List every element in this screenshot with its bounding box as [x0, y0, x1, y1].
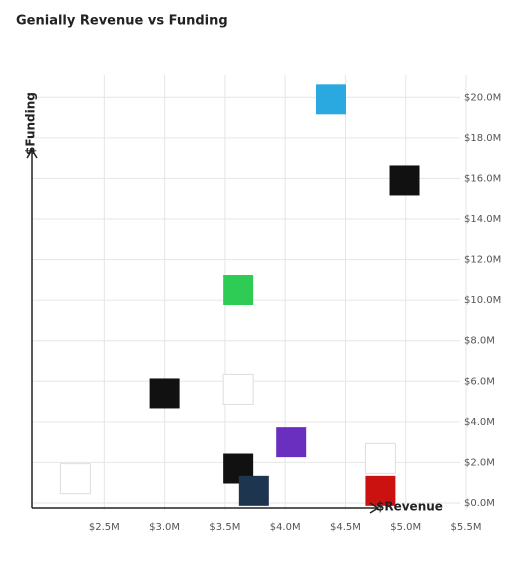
point-logo — [222, 373, 254, 405]
x-tick-label: $5.5M — [451, 522, 482, 533]
y-tick-label: $0.0M — [464, 498, 495, 509]
y-tick-label: $2.0M — [464, 457, 495, 468]
point-logo — [389, 165, 420, 196]
x-arrow — [369, 502, 380, 514]
x-tick-label: $5.0M — [390, 522, 421, 533]
y-tick-label: $8.0M — [464, 336, 495, 347]
y-arrow — [26, 148, 38, 159]
y-tick-label: $20.0M — [464, 92, 501, 103]
point-logo — [315, 84, 346, 115]
point-logo — [238, 475, 269, 506]
x-axis-label: $Revenue — [376, 500, 443, 514]
y-axis-label: $Funding — [24, 92, 38, 155]
y-tick-label: $12.0M — [464, 255, 501, 266]
point-logo — [149, 378, 180, 409]
point-logo — [364, 442, 396, 474]
x-tick-label: $3.0M — [149, 522, 180, 533]
y-tick-label: $4.0M — [464, 417, 495, 428]
x-tick-label: $2.5M — [89, 522, 120, 533]
x-tick-label: $3.5M — [209, 522, 240, 533]
point-logo — [223, 275, 254, 305]
y-tick-label: $16.0M — [464, 173, 501, 184]
chart-title: Genially Revenue vs Funding — [16, 14, 228, 29]
plot-area: $2.5M $3.0M $3.5M $4.0M $4.5M $5.0M $5.5M $0.0M… — [32, 75, 501, 533]
x-tick-label: $4.5M — [330, 522, 361, 533]
point-logo — [59, 463, 91, 495]
y-tick-label: $10.0M — [464, 295, 501, 306]
point-logo — [365, 475, 396, 506]
y-tick-label: $18.0M — [464, 133, 501, 144]
x-tick-label: $4.0M — [270, 522, 301, 533]
y-tick-label: $6.0M — [464, 376, 495, 387]
point-logo — [276, 427, 307, 458]
y-tick-label: $14.0M — [464, 214, 501, 225]
